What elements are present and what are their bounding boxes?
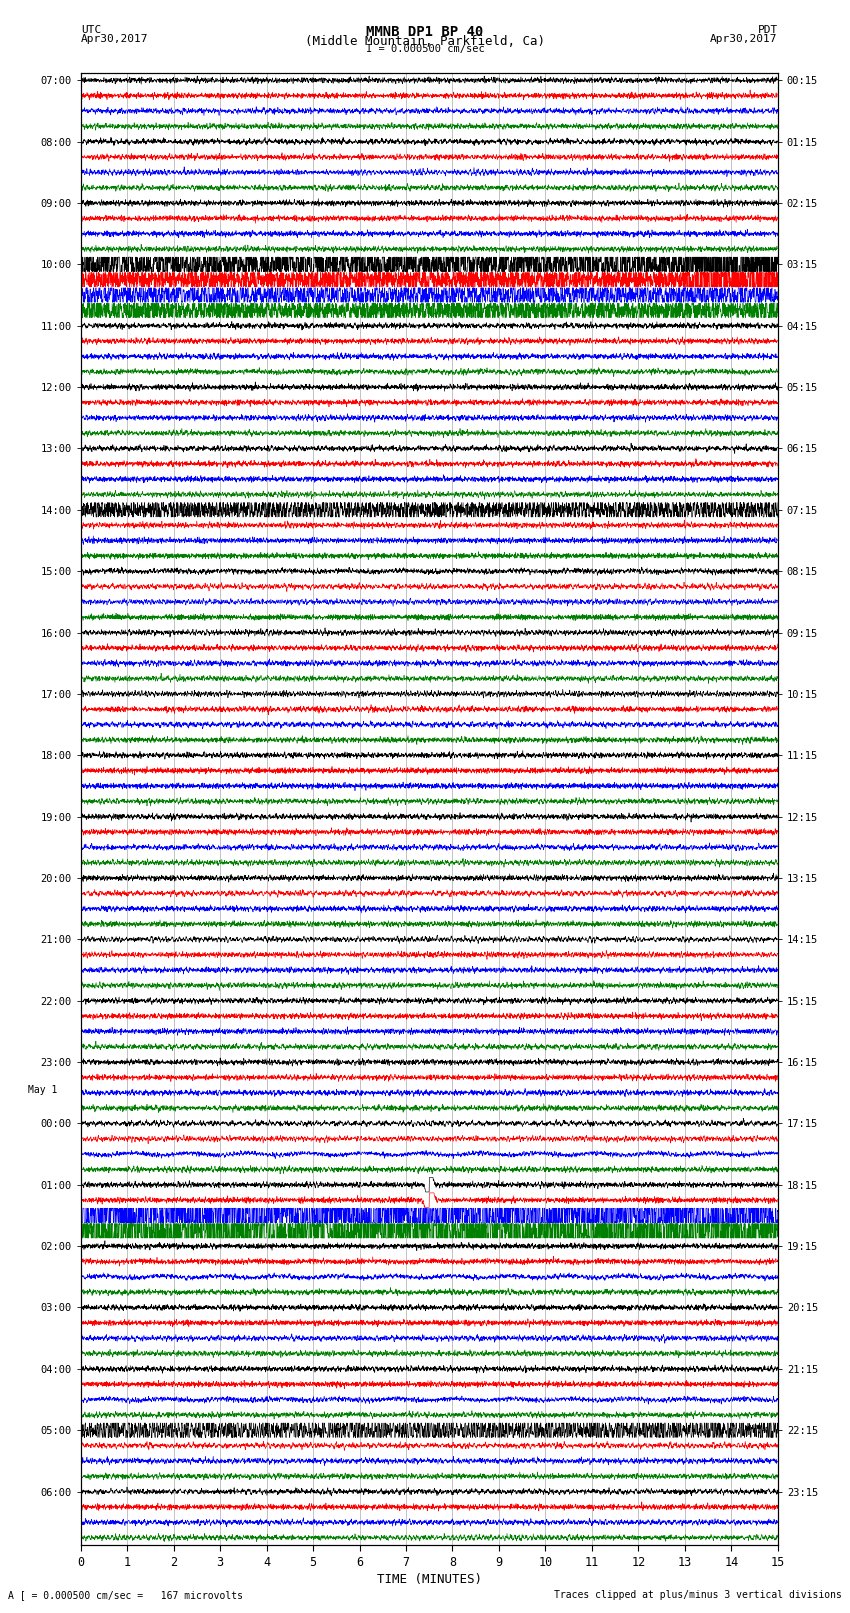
Text: May 1: May 1 — [28, 1084, 58, 1095]
Text: UTC: UTC — [81, 24, 101, 35]
Text: Traces clipped at plus/minus 3 vertical divisions: Traces clipped at plus/minus 3 vertical … — [553, 1590, 842, 1600]
Text: MMNB DP1 BP 40: MMNB DP1 BP 40 — [366, 24, 484, 39]
Text: Apr30,2017: Apr30,2017 — [711, 34, 778, 44]
Text: I = 0.000500 cm/sec: I = 0.000500 cm/sec — [366, 44, 484, 55]
Text: (Middle Mountain, Parkfield, Ca): (Middle Mountain, Parkfield, Ca) — [305, 35, 545, 48]
X-axis label: TIME (MINUTES): TIME (MINUTES) — [377, 1573, 482, 1586]
Text: Apr30,2017: Apr30,2017 — [81, 34, 148, 44]
Text: PDT: PDT — [757, 24, 778, 35]
Text: A [ = 0.000500 cm/sec =   167 microvolts: A [ = 0.000500 cm/sec = 167 microvolts — [8, 1590, 243, 1600]
